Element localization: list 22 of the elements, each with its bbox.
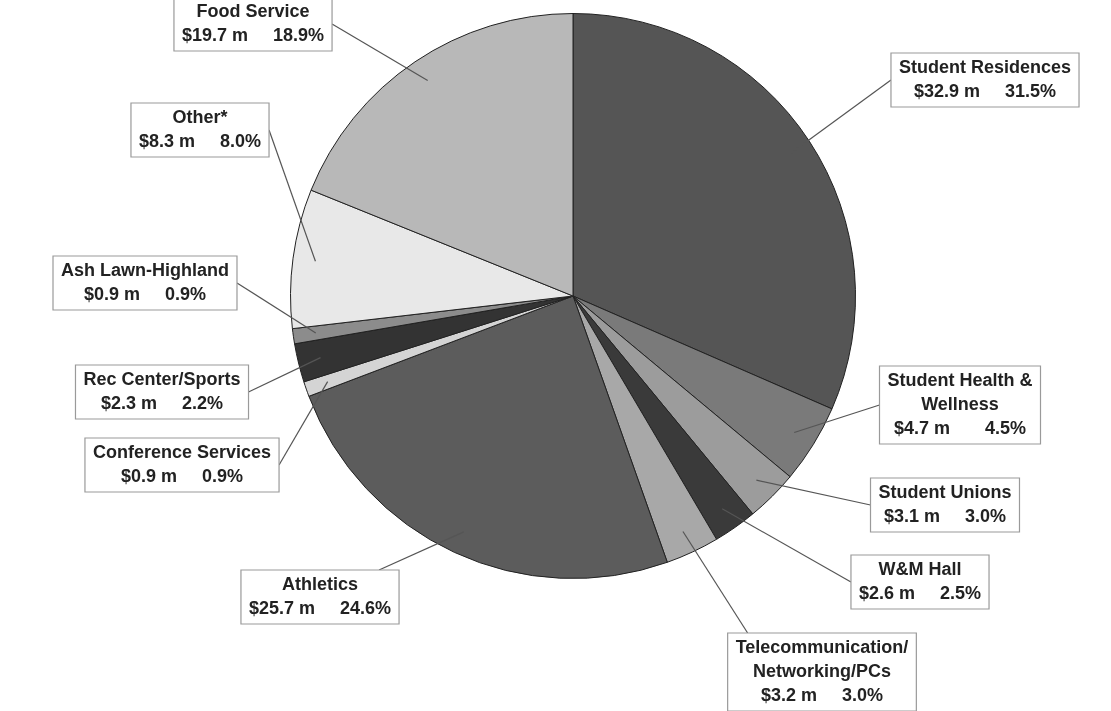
slice-label: Food Service [196,0,310,21]
slice-label: W&M Hall [878,558,962,579]
data-label: $19.7 m 18.9% [181,24,325,45]
data-label: $32.9 m 31.5% [913,80,1057,101]
data-label: $3.1 m 3.0% [883,505,1007,526]
slice-label: Other* [172,106,228,127]
slice-label: Student Health & Wellness [887,369,1033,414]
data-label: $25.7 m 24.6% [248,597,392,618]
data-label: $8.3 m 8.0% [138,130,262,151]
slice-label: Athletics [281,573,359,594]
data-label: $4.7 m 4.5% [893,417,1027,438]
slice-label: Telecommunication/ Networking/PCs [735,636,909,681]
data-label: $0.9 m 0.9% [83,283,207,304]
slice-label: Conference Services [92,441,272,462]
slice-label: Ash Lawn-Highland [61,259,229,280]
slice-label: Student Unions [878,481,1012,502]
slice-label: Rec Center/Sports [83,368,241,389]
data-label: $3.2 m 3.0% [760,684,884,705]
data-label: $2.3 m 2.2% [100,392,224,413]
slice-label: Student Residences [898,56,1072,77]
data-label: $0.9 m 0.9% [120,465,244,486]
data-label: $2.6 m 2.5% [858,582,982,603]
